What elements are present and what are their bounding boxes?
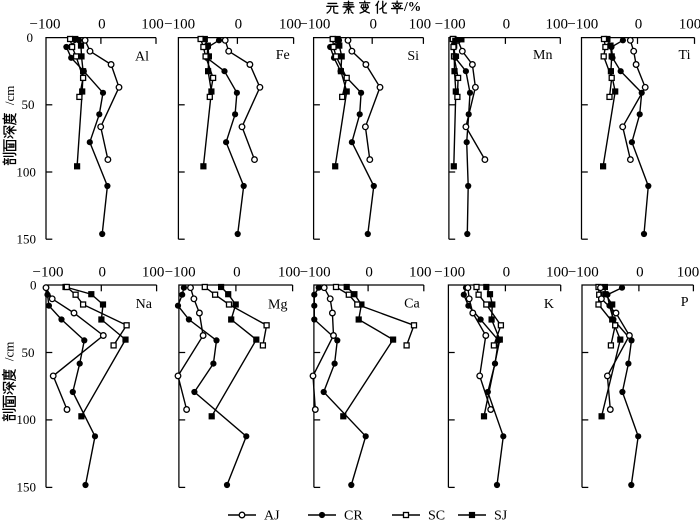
- svg-text:0: 0: [98, 17, 106, 33]
- svg-text:/%: /%: [403, 0, 421, 14]
- svg-text:−100: −100: [434, 264, 465, 280]
- svg-text:100: 100: [142, 264, 165, 280]
- svg-text:50: 50: [22, 97, 35, 112]
- svg-text:SJ: SJ: [494, 509, 508, 521]
- svg-text:−100: −100: [435, 17, 466, 33]
- svg-text:/cm: /cm: [1, 342, 16, 362]
- svg-text:150: 150: [17, 480, 37, 495]
- svg-text:−100: −100: [299, 17, 330, 33]
- svg-text:−100: −100: [30, 17, 61, 33]
- svg-text:0: 0: [503, 264, 511, 280]
- svg-text:Fe: Fe: [276, 48, 290, 63]
- svg-text:0: 0: [503, 17, 511, 33]
- svg-text:100: 100: [278, 264, 301, 280]
- svg-text:150: 150: [17, 232, 37, 247]
- svg-text:0: 0: [235, 17, 243, 33]
- svg-text:Ti: Ti: [679, 48, 691, 63]
- svg-text:100: 100: [409, 264, 432, 280]
- svg-text:50: 50: [22, 345, 35, 360]
- svg-text:K: K: [544, 297, 554, 312]
- svg-text:−100: −100: [567, 17, 598, 33]
- svg-text:−100: −100: [300, 264, 331, 280]
- svg-text:0: 0: [30, 277, 37, 292]
- svg-text:100: 100: [141, 17, 164, 33]
- svg-text:−100: −100: [164, 17, 195, 33]
- svg-text:100: 100: [546, 264, 569, 280]
- svg-text:−100: −100: [568, 264, 599, 280]
- svg-text:0: 0: [27, 30, 34, 45]
- svg-text:100: 100: [409, 17, 432, 33]
- svg-text:100: 100: [546, 17, 569, 33]
- svg-text:Al: Al: [135, 50, 149, 65]
- svg-text:100: 100: [679, 17, 700, 33]
- svg-text:100: 100: [16, 412, 36, 427]
- svg-text:Ca: Ca: [404, 297, 420, 312]
- svg-text:100: 100: [279, 17, 302, 33]
- svg-text:SC: SC: [428, 509, 445, 521]
- svg-text:Na: Na: [136, 297, 153, 312]
- svg-text:/cm: /cm: [2, 86, 17, 106]
- svg-text:100: 100: [16, 164, 36, 179]
- svg-text:100: 100: [677, 264, 700, 280]
- svg-text:P: P: [681, 295, 689, 310]
- svg-text:Mg: Mg: [268, 298, 287, 313]
- svg-text:0: 0: [233, 264, 241, 280]
- svg-text:0: 0: [636, 264, 644, 280]
- svg-text:0: 0: [99, 264, 107, 280]
- svg-text:0: 0: [365, 264, 373, 280]
- svg-text:0: 0: [369, 17, 377, 33]
- svg-text:−100: −100: [33, 264, 64, 280]
- svg-text:AJ: AJ: [264, 509, 280, 521]
- svg-text:−100: −100: [165, 264, 196, 280]
- svg-text:CR: CR: [344, 509, 363, 521]
- svg-text:0: 0: [635, 17, 643, 33]
- svg-text:Si: Si: [407, 49, 419, 64]
- svg-text:Mn: Mn: [533, 48, 552, 63]
